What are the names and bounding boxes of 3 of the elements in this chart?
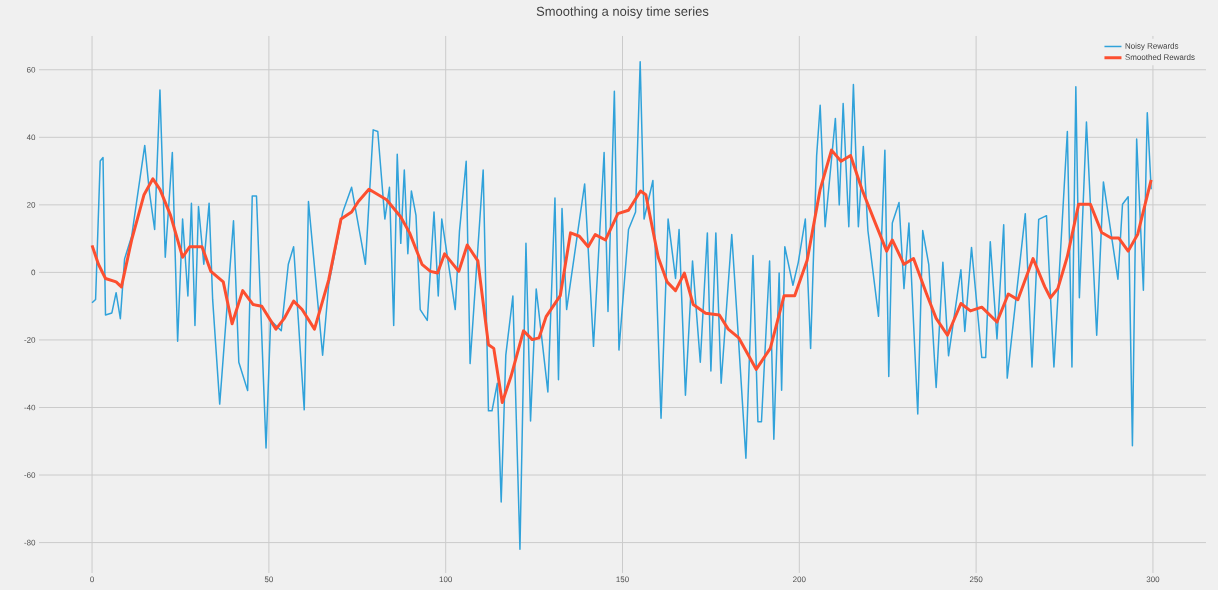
chart-title: Smoothing a noisy time series	[536, 6, 709, 19]
line-series	[91, 60, 1152, 551]
line-series	[90, 148, 1153, 404]
